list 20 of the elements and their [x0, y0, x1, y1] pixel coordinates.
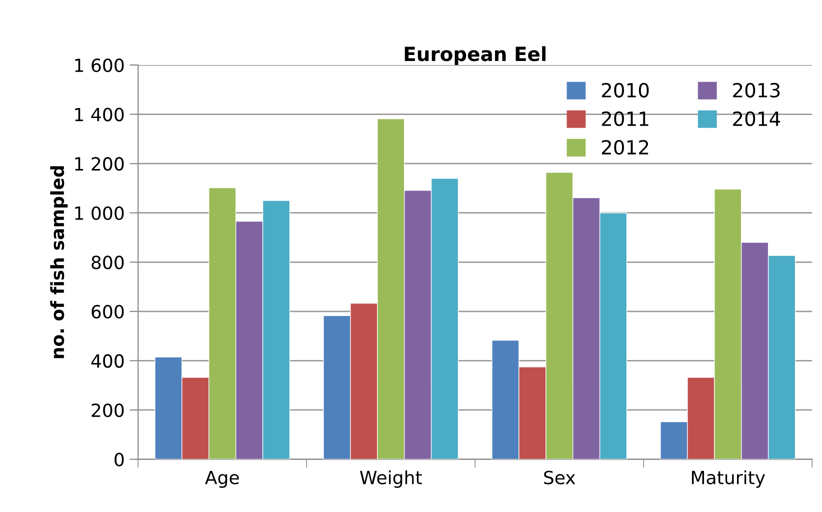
x-tick-label: Weight: [360, 470, 422, 488]
x-tick-label: Age: [205, 470, 239, 488]
chart-title: European Eel: [404, 46, 546, 66]
y-tick-label: 400: [91, 354, 124, 368]
y-tick-label: 800: [92, 256, 124, 270]
y-axis-title: no. of fish sampled: [50, 166, 68, 358]
y-tick-label: 1 400: [75, 108, 124, 122]
y-tick-label: 600: [92, 304, 124, 319]
x-tick-label: Sex: [544, 470, 576, 484]
y-tick-label: 1 600: [75, 58, 124, 72]
y-tick-label: 200: [92, 403, 124, 418]
y-tick-label: 0: [114, 452, 124, 466]
y-tick-label: 1 000: [75, 206, 124, 220]
legend-label: 2013: [733, 82, 780, 98]
x-tick-label: Maturity: [692, 470, 766, 488]
legend-label: 2012: [602, 140, 648, 155]
legend-label: 2010: [602, 82, 649, 98]
legend-label: 2011: [602, 111, 648, 126]
legend-label: 2014: [733, 111, 780, 126]
y-tick-label: 1 200: [75, 157, 124, 171]
